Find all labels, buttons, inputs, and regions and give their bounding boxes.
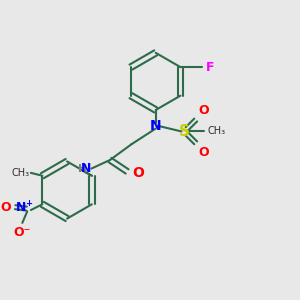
Text: O⁻: O⁻ [14, 226, 31, 239]
Text: N: N [16, 201, 27, 214]
Text: O: O [199, 146, 209, 159]
Text: CH₃: CH₃ [207, 126, 225, 136]
Text: N: N [80, 162, 91, 175]
Text: F: F [206, 61, 215, 74]
Text: S: S [179, 124, 190, 139]
Text: O: O [0, 201, 11, 214]
Text: H: H [78, 164, 87, 174]
Text: CH₃: CH₃ [11, 168, 29, 178]
Text: +: + [25, 199, 32, 208]
Text: N: N [150, 119, 161, 133]
Text: O: O [199, 104, 209, 117]
Text: O: O [132, 166, 144, 180]
